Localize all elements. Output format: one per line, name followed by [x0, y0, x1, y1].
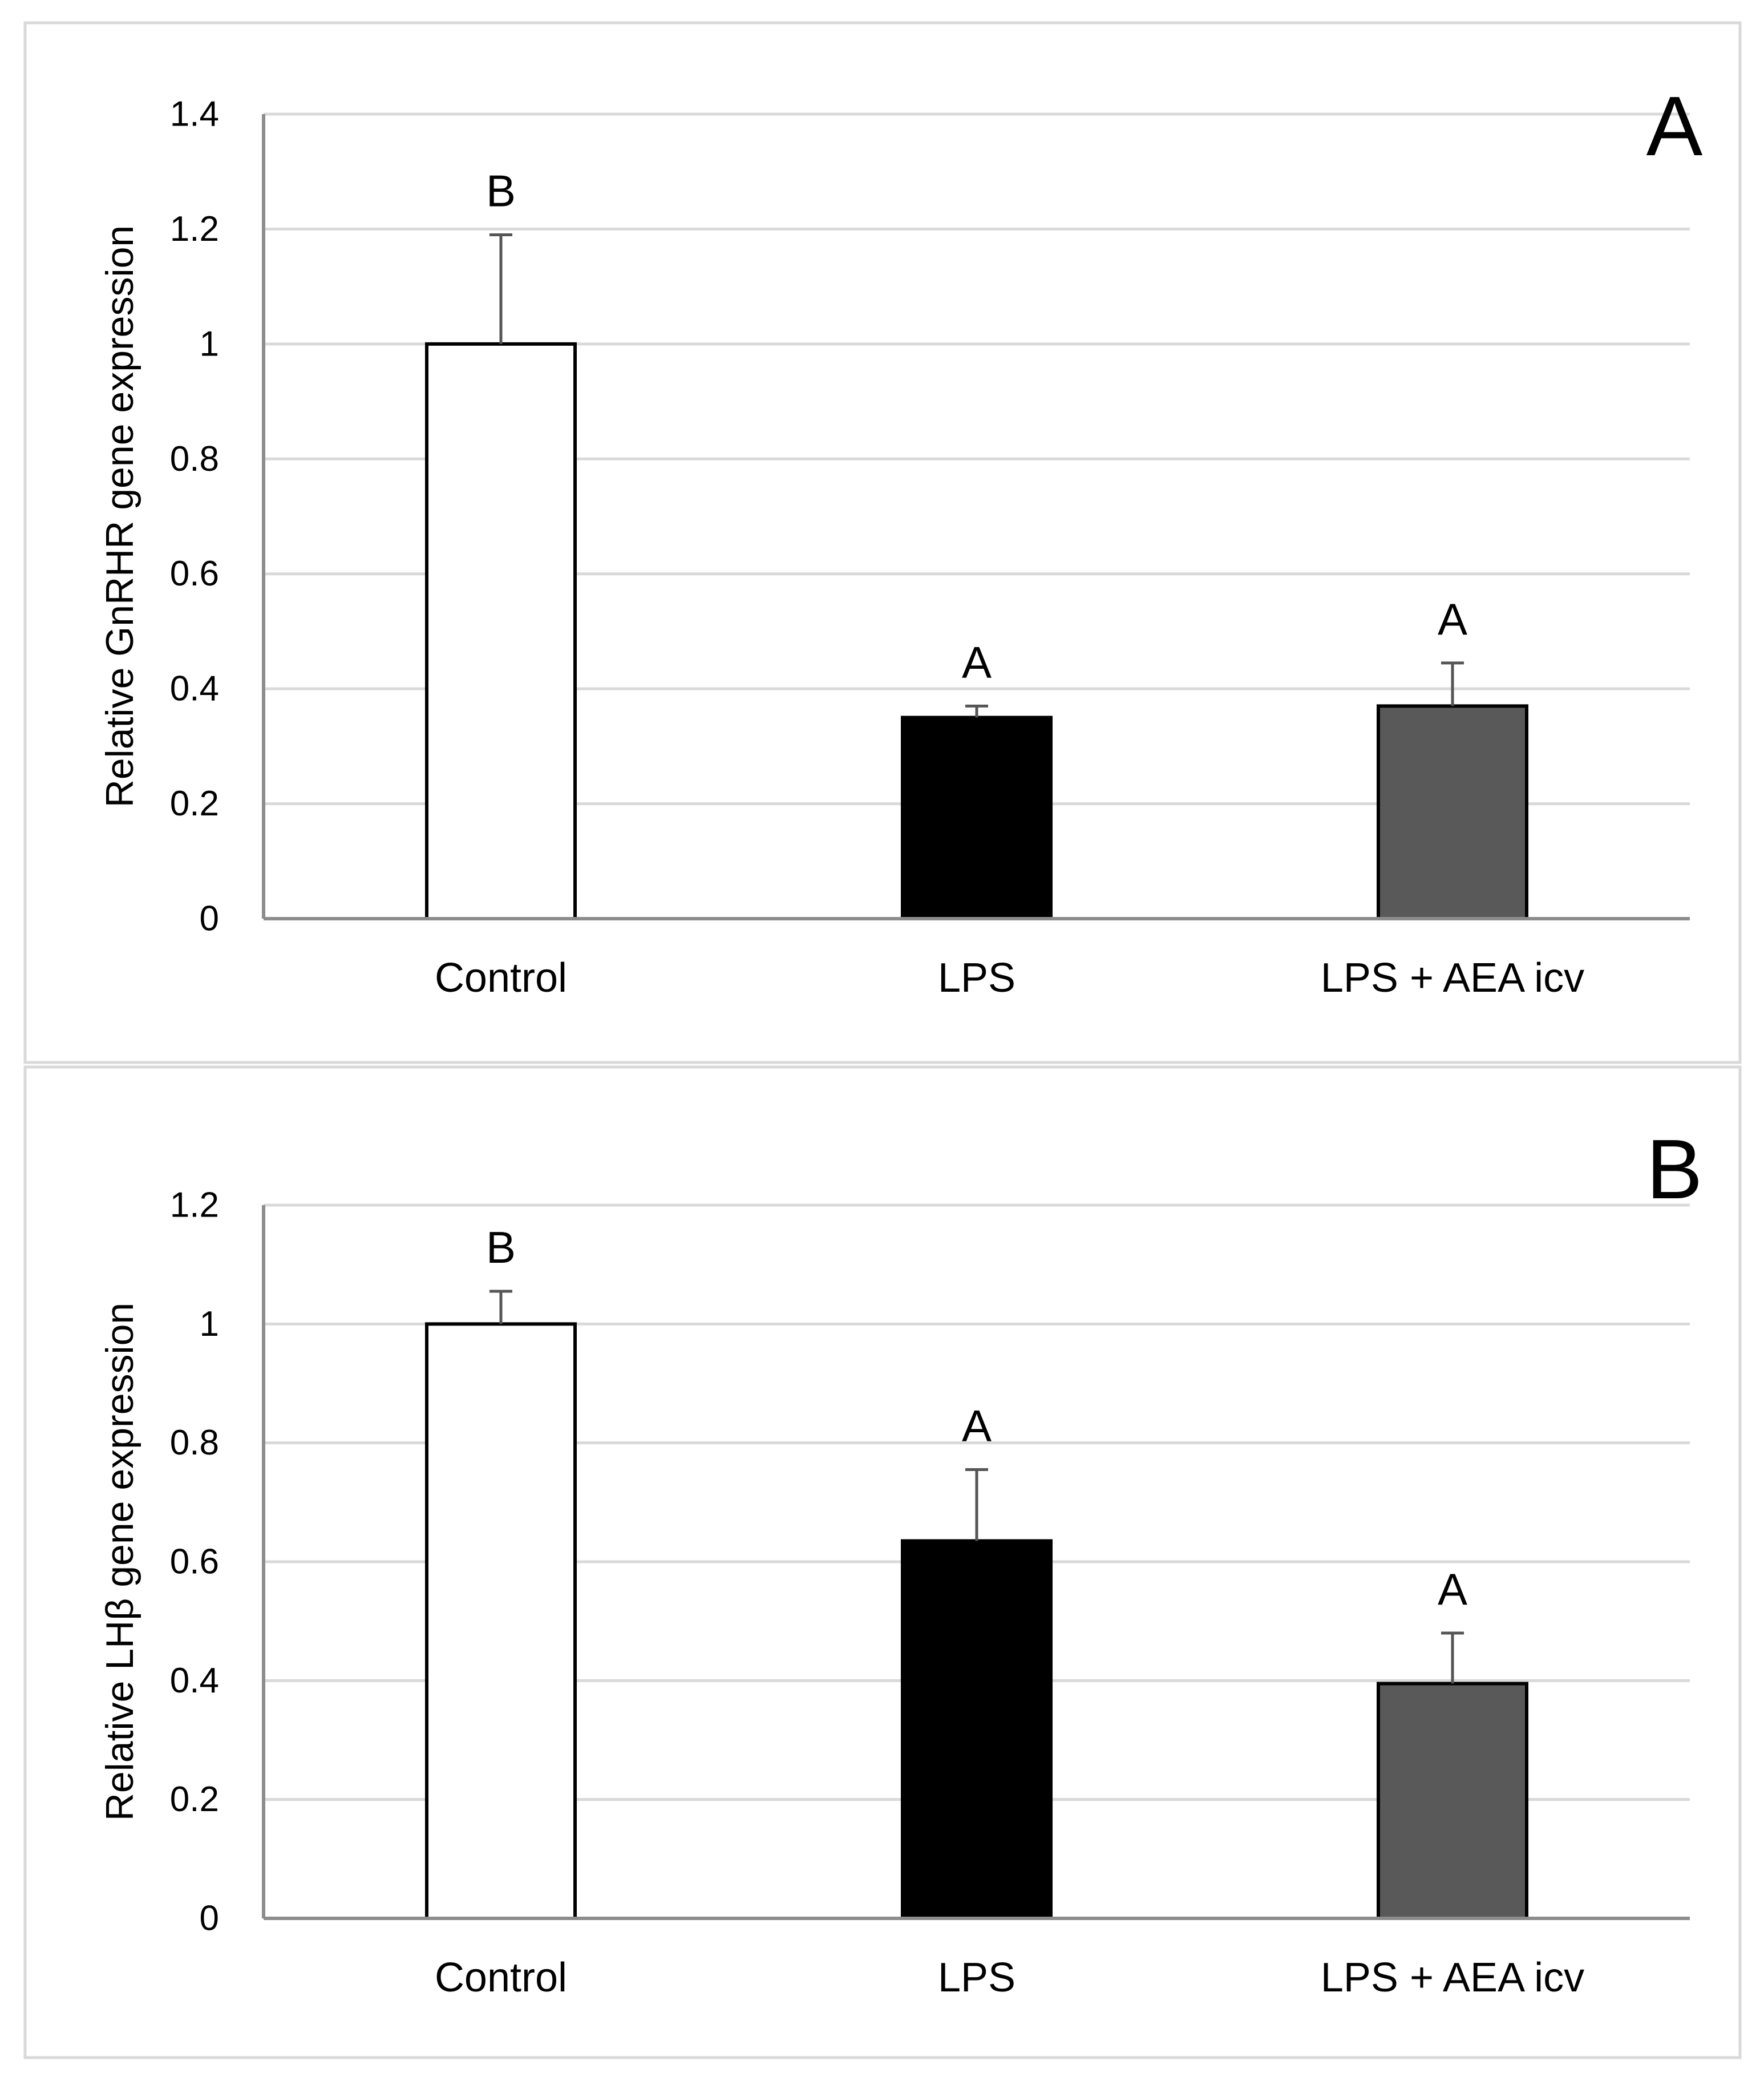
panel-a-error-bar-2	[965, 704, 988, 718]
panel-a-error-bar-1	[489, 233, 512, 344]
panel-a-y-tick-label: 0	[200, 899, 219, 939]
panel-b-significance-label-1: B	[486, 1222, 516, 1272]
panel-a-category-label-1: Control	[435, 955, 567, 1001]
panel-a-category-labels: Control LPS LPS + AEA icv	[435, 955, 1584, 1001]
panel-a-bars	[425, 342, 1528, 921]
panel-a-y-axis-title: Relative GnRHR gene expression	[98, 225, 141, 808]
panel-a-y-tick-label: 1.2	[170, 209, 219, 249]
panel-b-error-bar-2	[965, 1468, 988, 1541]
panel-a-category-label-2: LPS	[938, 955, 1015, 1001]
panel-b-bar-2	[901, 1539, 1053, 1921]
panel-b-category-label-2: LPS	[938, 1955, 1015, 2001]
panel-b-category-label-1: Control	[435, 1955, 567, 2001]
panel-a: 0 0.2 0.4 0.6 0.8 1 1.2 1.4 Control LPS LPS + AEA…	[23, 21, 1742, 1064]
panel-b: 0 0.2 0.4 0.6 0.8 1 1.2 Control LPS LPS + AEA ic…	[23, 1065, 1742, 2059]
panel-b-y-axis-title: Relative LHβ gene expression	[98, 1303, 141, 1821]
panel-b-bar-1	[425, 1322, 577, 1920]
panel-b-y-tick-label: 1	[200, 1304, 219, 1344]
panel-b-significance-label-2: A	[962, 1401, 992, 1451]
panel-a-y-tick-label: 1.4	[170, 95, 219, 134]
panel-a-y-tick-label: 0.6	[170, 554, 219, 593]
panel-a-letter: A	[1646, 79, 1703, 173]
panel-a-significance-labels: B A A	[486, 166, 1467, 688]
panel-a-y-tick-label: 1	[200, 324, 219, 363]
panel-b-error-bar-3	[1441, 1631, 1464, 1684]
panel-a-significance-label-1: B	[486, 166, 516, 216]
panel-b-y-tick-label: 0.2	[170, 1780, 219, 1819]
panel-a-y-ticks: 0 0.2 0.4 0.6 0.8 1 1.2 1.4	[170, 95, 219, 939]
panel-a-y-tick-label: 0.2	[170, 784, 219, 823]
panel-b-y-tick-label: 1.2	[170, 1186, 219, 1225]
panel-a-bar-1	[425, 342, 577, 920]
panel-a-y-tick-label: 0.4	[170, 669, 219, 709]
panel-b-bars	[425, 1322, 1528, 1921]
panel-b-y-tick-label: 0	[200, 1899, 219, 1938]
panel-a-significance-label-3: A	[1438, 594, 1467, 644]
panel-b-significance-labels: B A A	[486, 1222, 1467, 1614]
panel-a-category-label-3: LPS + AEA icv	[1321, 955, 1584, 1001]
panel-b-error-bar-1	[489, 1290, 512, 1324]
panel-b-y-tick-label: 0.6	[170, 1542, 219, 1582]
panel-a-bar-2	[901, 716, 1053, 920]
panel-a-error-bar-3	[1441, 661, 1464, 706]
panel-b-letter: B	[1646, 1122, 1703, 1217]
panel-a-y-tick-label: 0.8	[170, 439, 219, 479]
panel-b-significance-label-3: A	[1438, 1564, 1467, 1614]
panel-b-error-bars	[489, 1290, 1464, 1684]
panel-b-y-tick-label: 0.4	[170, 1661, 219, 1700]
panel-a-bar-3	[1377, 704, 1528, 921]
panel-b-category-labels: Control LPS LPS + AEA icv	[435, 1955, 1584, 2001]
panel-b-bar-3	[1377, 1682, 1528, 1921]
panel-a-significance-label-2: A	[962, 637, 992, 687]
panel-b-category-label-3: LPS + AEA icv	[1321, 1955, 1584, 2001]
panel-b-y-tick-label: 0.8	[170, 1423, 219, 1462]
panel-b-y-ticks: 0 0.2 0.4 0.6 0.8 1 1.2	[170, 1186, 219, 1938]
panel-a-error-bars	[489, 233, 1464, 718]
